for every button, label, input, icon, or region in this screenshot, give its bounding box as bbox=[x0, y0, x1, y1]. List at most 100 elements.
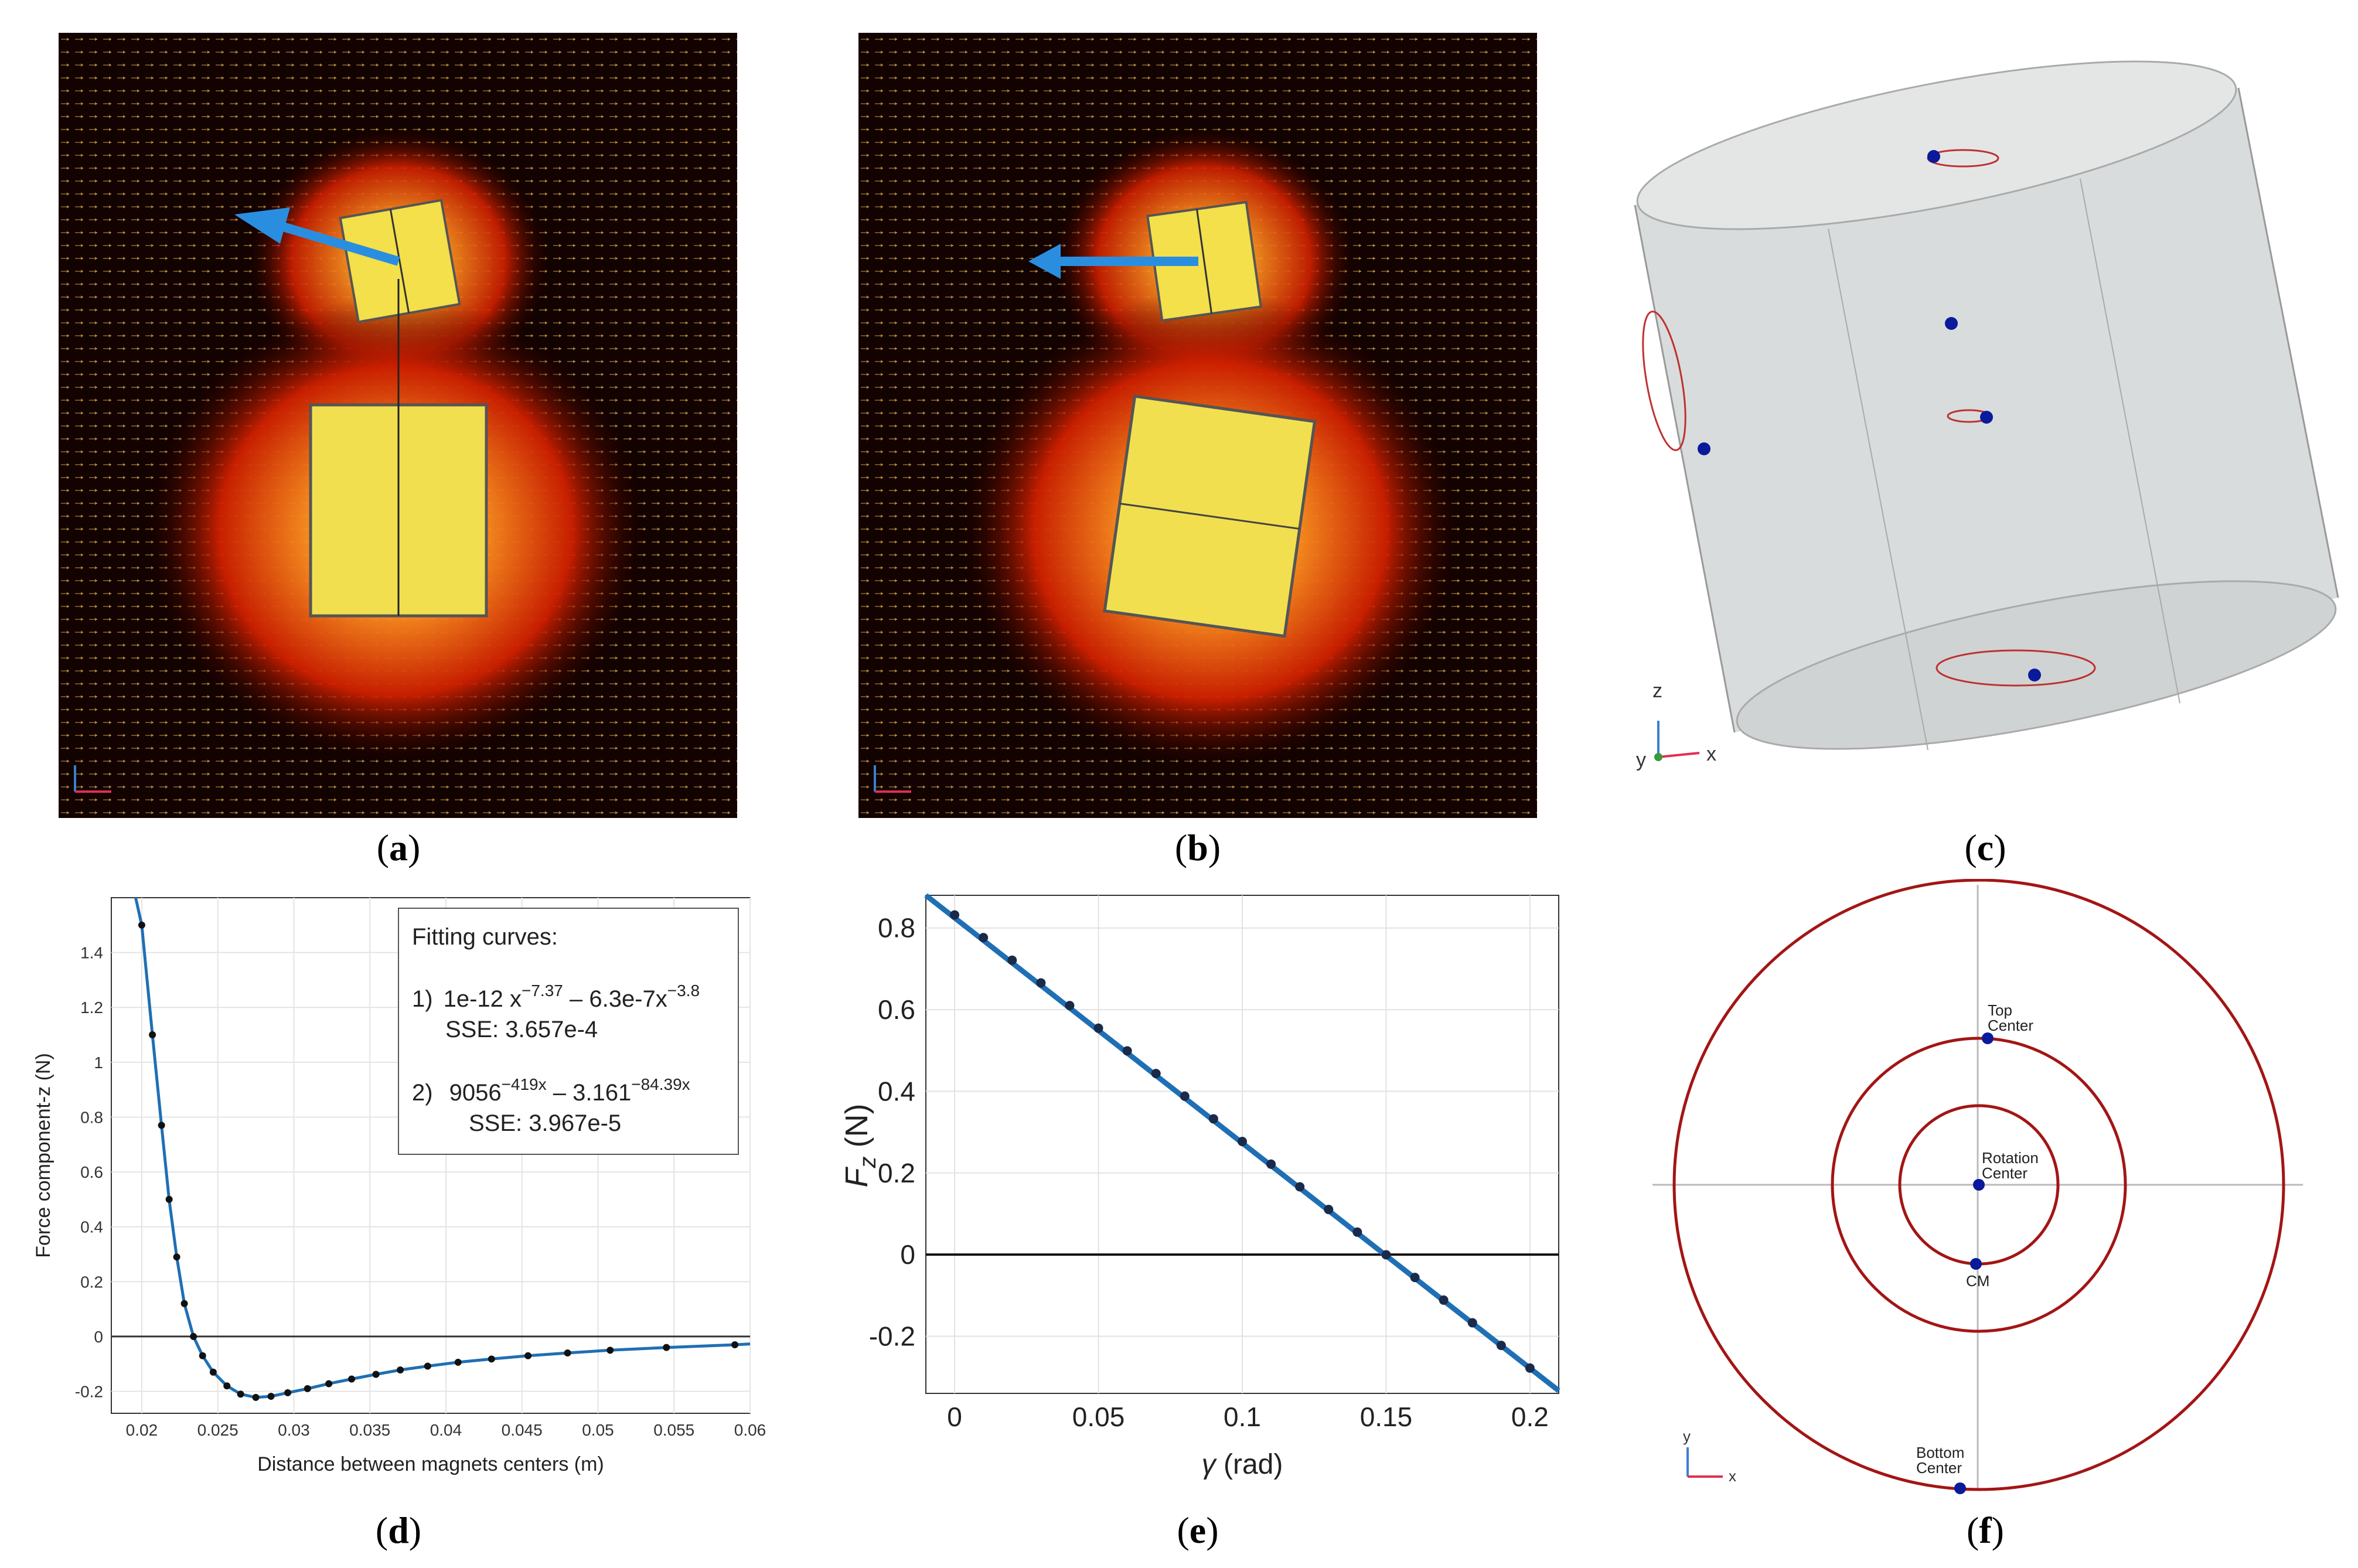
data-point bbox=[149, 1031, 156, 1039]
y-tick-label: 1.2 bbox=[80, 998, 103, 1017]
x-tick-label: 0.2 bbox=[1511, 1402, 1549, 1432]
data-point bbox=[488, 1355, 495, 1363]
data-point bbox=[173, 1253, 180, 1261]
force-arrow bbox=[234, 207, 400, 266]
y-tick-label: 0 bbox=[900, 1239, 915, 1270]
data-point bbox=[524, 1352, 532, 1359]
y-tick-label: 0.6 bbox=[878, 994, 915, 1025]
point-cm bbox=[1970, 1258, 1982, 1270]
data-point bbox=[1007, 955, 1017, 965]
y-tick-label: 0.4 bbox=[80, 1218, 103, 1236]
legend-sse-1: SSE: 3.657e-4 bbox=[445, 1017, 598, 1042]
y-tick-label: 0.6 bbox=[80, 1163, 103, 1181]
legend-fit-2: 2) 9056−419x – 3.161−84.39x bbox=[412, 1075, 690, 1106]
data-points bbox=[950, 910, 1535, 1373]
data-point bbox=[1238, 1137, 1247, 1147]
axis-triad-icon bbox=[874, 765, 911, 793]
data-point bbox=[606, 1347, 614, 1354]
data-point bbox=[1208, 1114, 1218, 1124]
data-point bbox=[1180, 1091, 1190, 1101]
data-point bbox=[1410, 1273, 1420, 1283]
data-point bbox=[1065, 1001, 1075, 1011]
point-rotation-center bbox=[1973, 1179, 1985, 1191]
data-point bbox=[180, 1300, 188, 1307]
data-point bbox=[454, 1358, 462, 1366]
axis-label-y: y bbox=[1636, 749, 1646, 771]
data-point bbox=[1496, 1341, 1506, 1351]
data-point bbox=[237, 1390, 244, 1398]
label-b: (b) bbox=[1174, 827, 1221, 868]
label-f: (f) bbox=[1967, 1509, 2004, 1551]
data-point bbox=[1266, 1159, 1276, 1169]
x-tick-label: 0.1 bbox=[1224, 1402, 1261, 1432]
data-point bbox=[372, 1371, 380, 1378]
x-tick-label: 0.055 bbox=[653, 1421, 694, 1439]
y-tick-label: 0.2 bbox=[80, 1273, 103, 1291]
legend-sse-2: SSE: 3.967e-5 bbox=[469, 1110, 621, 1136]
label-a: (a) bbox=[376, 827, 421, 868]
label-cm: CM bbox=[1966, 1272, 1989, 1290]
data-point bbox=[223, 1382, 231, 1390]
x-tick-label: 0.03 bbox=[278, 1421, 310, 1439]
data-point bbox=[1324, 1205, 1334, 1215]
ring-outer bbox=[1672, 879, 2285, 1491]
x-tick-label: 0 bbox=[947, 1402, 962, 1432]
data-point bbox=[1467, 1318, 1477, 1328]
data-point bbox=[325, 1380, 333, 1388]
data-point bbox=[979, 933, 989, 943]
small-magnet bbox=[339, 199, 461, 323]
axis-triad-icon: y x bbox=[1683, 1427, 1736, 1485]
panel-d-force-vs-distance-chart: 0.02 0.025 0.03 0.035 0.04 0.045 0.05 0.055 0.06… bbox=[32, 897, 766, 1475]
panel-e-fz-vs-gamma-chart: 0 0.05 0.1 0.15 0.2 -0.2 0 0.2 0.4 0.6 0.8 γ (rad)… bbox=[839, 893, 1560, 1480]
y-axis-label: Force component-z (N) bbox=[32, 1053, 54, 1258]
data-point bbox=[1525, 1363, 1535, 1373]
data-point bbox=[165, 1195, 173, 1203]
ring-side bbox=[1642, 311, 1686, 451]
tick-labels: 0 0.05 0.1 0.15 0.2 -0.2 0 0.2 0.4 0.6 0.8 bbox=[869, 913, 1549, 1432]
y-tick-label: 0.4 bbox=[878, 1076, 915, 1106]
legend-box: Fitting curves: 1) 1e-12 x−7.37 – 6.3e-7x… bbox=[398, 908, 739, 1155]
data-point bbox=[397, 1366, 404, 1374]
data-point bbox=[304, 1385, 311, 1392]
panel-c-cylinder: z y x bbox=[1634, 60, 2339, 771]
point-top-center bbox=[1982, 1032, 1994, 1044]
y-tick-label: 0.2 bbox=[878, 1158, 915, 1188]
tick-labels: 0.02 0.025 0.03 0.035 0.04 0.045 0.05 0.055 0.06… bbox=[75, 944, 766, 1439]
data-point bbox=[731, 1341, 739, 1348]
panel-b-field-plot bbox=[858, 33, 1537, 818]
x-axis-label: γ (rad) bbox=[1202, 1449, 1283, 1480]
legend-fit-1: 1) 1e-12 x−7.37 – 6.3e-7x−3.8 bbox=[412, 981, 700, 1012]
legend-title: Fitting curves: bbox=[412, 924, 558, 950]
data-point bbox=[138, 921, 145, 929]
x-tick-label: 0.045 bbox=[502, 1421, 543, 1439]
y-tick-label: -0.2 bbox=[75, 1383, 103, 1401]
data-point bbox=[424, 1362, 431, 1370]
data-point bbox=[950, 910, 960, 920]
y-tick-label: 0 bbox=[94, 1328, 103, 1346]
ring-bottom bbox=[1936, 649, 2096, 687]
axis-label-y: y bbox=[1683, 1427, 1691, 1445]
data-point bbox=[1036, 978, 1046, 988]
small-magnet bbox=[1146, 200, 1262, 322]
data-point bbox=[1093, 1023, 1103, 1033]
data-point bbox=[564, 1349, 571, 1357]
data-point bbox=[1151, 1069, 1161, 1079]
x-tick-label: 0.05 bbox=[582, 1421, 614, 1439]
y-axis-label: Fz (N) bbox=[839, 1104, 881, 1188]
data-point bbox=[199, 1352, 206, 1359]
axis-triad-icon: z y x bbox=[1636, 680, 1716, 771]
data-point bbox=[284, 1389, 292, 1396]
x-tick-label: 0.025 bbox=[197, 1421, 238, 1439]
label-bottom-center: Bottom Center bbox=[1916, 1444, 1964, 1477]
force-arrow bbox=[1028, 244, 1198, 279]
x-tick-label: 0.035 bbox=[349, 1421, 390, 1439]
label-rotation-center: Rotation Center bbox=[1982, 1149, 2039, 1182]
data-point bbox=[1439, 1295, 1449, 1305]
data-points bbox=[138, 921, 739, 1401]
x-tick-label: 0.06 bbox=[734, 1421, 766, 1439]
axis-label-x: x bbox=[1729, 1467, 1736, 1485]
panel-a-field-plot bbox=[59, 33, 737, 818]
y-tick-label: -0.2 bbox=[869, 1321, 915, 1351]
axis-triad-icon bbox=[74, 765, 111, 793]
data-point bbox=[1122, 1046, 1132, 1056]
